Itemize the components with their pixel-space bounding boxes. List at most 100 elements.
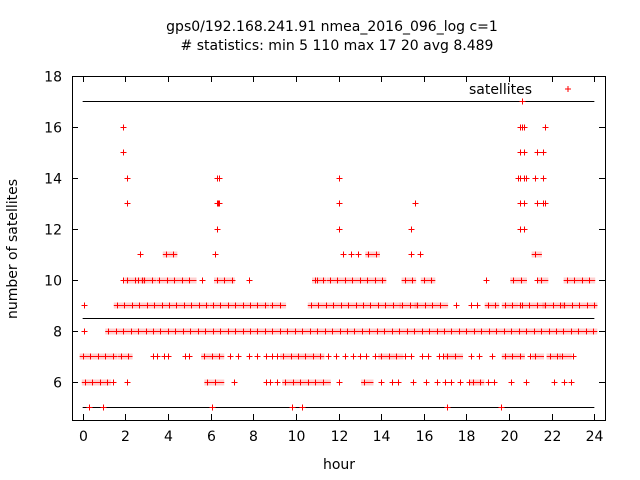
- data-point: [156, 277, 163, 284]
- data-point: [305, 379, 312, 386]
- data-point: [129, 302, 136, 309]
- data-point: [367, 302, 374, 309]
- data-point: [246, 353, 253, 360]
- data-point: [201, 353, 208, 360]
- data-point: [509, 302, 516, 309]
- data-point: [508, 379, 515, 386]
- y-tick-label: 12: [44, 223, 62, 239]
- data-point: [329, 328, 336, 335]
- data-point: [453, 302, 460, 309]
- data-point: [468, 302, 475, 309]
- data-point: [150, 328, 157, 335]
- x-tick-label: 6: [207, 429, 216, 445]
- data-point: [144, 302, 151, 309]
- data-point: [186, 277, 193, 284]
- data-point: [290, 379, 297, 386]
- data-point: [547, 353, 554, 360]
- data-point: [521, 200, 528, 207]
- data-point: [262, 302, 269, 309]
- data-point: [320, 277, 327, 284]
- data-point: [195, 328, 202, 335]
- data-point: [485, 302, 492, 309]
- data-point: [336, 175, 343, 182]
- data-point: [322, 328, 329, 335]
- data-point: [315, 302, 322, 309]
- data-point: [396, 328, 403, 335]
- data-point: [493, 328, 500, 335]
- data-point: [295, 353, 302, 360]
- data-point: [314, 328, 321, 335]
- y-tick-label: 16: [44, 121, 62, 137]
- data-point: [227, 353, 234, 360]
- data-point: [334, 277, 341, 284]
- data-point: [299, 404, 306, 411]
- legend-label: satellites: [469, 82, 532, 98]
- data-point: [378, 379, 385, 386]
- data-point: [521, 149, 528, 156]
- data-point: [471, 328, 478, 335]
- data-point: [421, 277, 428, 284]
- data-point: [235, 353, 242, 360]
- data-point: [330, 302, 337, 309]
- data-point: [540, 175, 547, 182]
- data-point: [441, 328, 448, 335]
- data-point: [277, 302, 284, 309]
- data-point: [414, 302, 421, 309]
- data-point: [114, 302, 121, 309]
- data-point: [267, 379, 274, 386]
- data-point: [444, 404, 451, 411]
- data-point: [302, 353, 309, 360]
- data-point: [390, 302, 397, 309]
- y-axis-label: number of satellites: [5, 179, 21, 319]
- data-point: [128, 328, 135, 335]
- data-point: [521, 226, 528, 233]
- data-point: [523, 175, 530, 182]
- data-point: [498, 404, 505, 411]
- x-tick-label: 18: [458, 429, 476, 445]
- data-point: [570, 353, 577, 360]
- data-point: [474, 302, 481, 309]
- data-point: [423, 379, 430, 386]
- data-point: [538, 328, 545, 335]
- data-point: [143, 328, 150, 335]
- data-point: [216, 175, 223, 182]
- data-point: [534, 149, 541, 156]
- data-point: [289, 404, 296, 411]
- data-point: [364, 277, 371, 284]
- data-point: [478, 328, 485, 335]
- data-point: [262, 328, 269, 335]
- data-point: [417, 251, 424, 258]
- data-point: [375, 302, 382, 309]
- data-point: [382, 302, 389, 309]
- data-point: [551, 379, 558, 386]
- data-point: [395, 379, 402, 386]
- data-point: [360, 302, 367, 309]
- data-point: [560, 328, 567, 335]
- data-point: [527, 353, 534, 360]
- data-point: [308, 302, 315, 309]
- data-point: [179, 277, 186, 284]
- data-point: [323, 302, 330, 309]
- legend-marker: [565, 86, 571, 92]
- data-point: [521, 124, 528, 131]
- reference-lines: [82, 101, 595, 408]
- data-point: [246, 277, 253, 284]
- data-point: [100, 404, 107, 411]
- data-point: [373, 251, 380, 258]
- data-point: [402, 353, 409, 360]
- data-point: [561, 302, 568, 309]
- data-point: [366, 328, 373, 335]
- data-point: [342, 353, 349, 360]
- x-tick-label: 10: [288, 429, 306, 445]
- data-point: [407, 302, 414, 309]
- data-point: [212, 379, 219, 386]
- data-point: [402, 277, 409, 284]
- chart-title: gps0/192.168.241.91 nmea_2016_096_log c=…: [166, 19, 498, 35]
- data-point: [95, 353, 102, 360]
- data-point: [120, 277, 127, 284]
- x-tick-label: 8: [249, 429, 258, 445]
- data-point: [483, 277, 490, 284]
- data-point: [225, 302, 232, 309]
- x-tick-label: 2: [121, 429, 130, 445]
